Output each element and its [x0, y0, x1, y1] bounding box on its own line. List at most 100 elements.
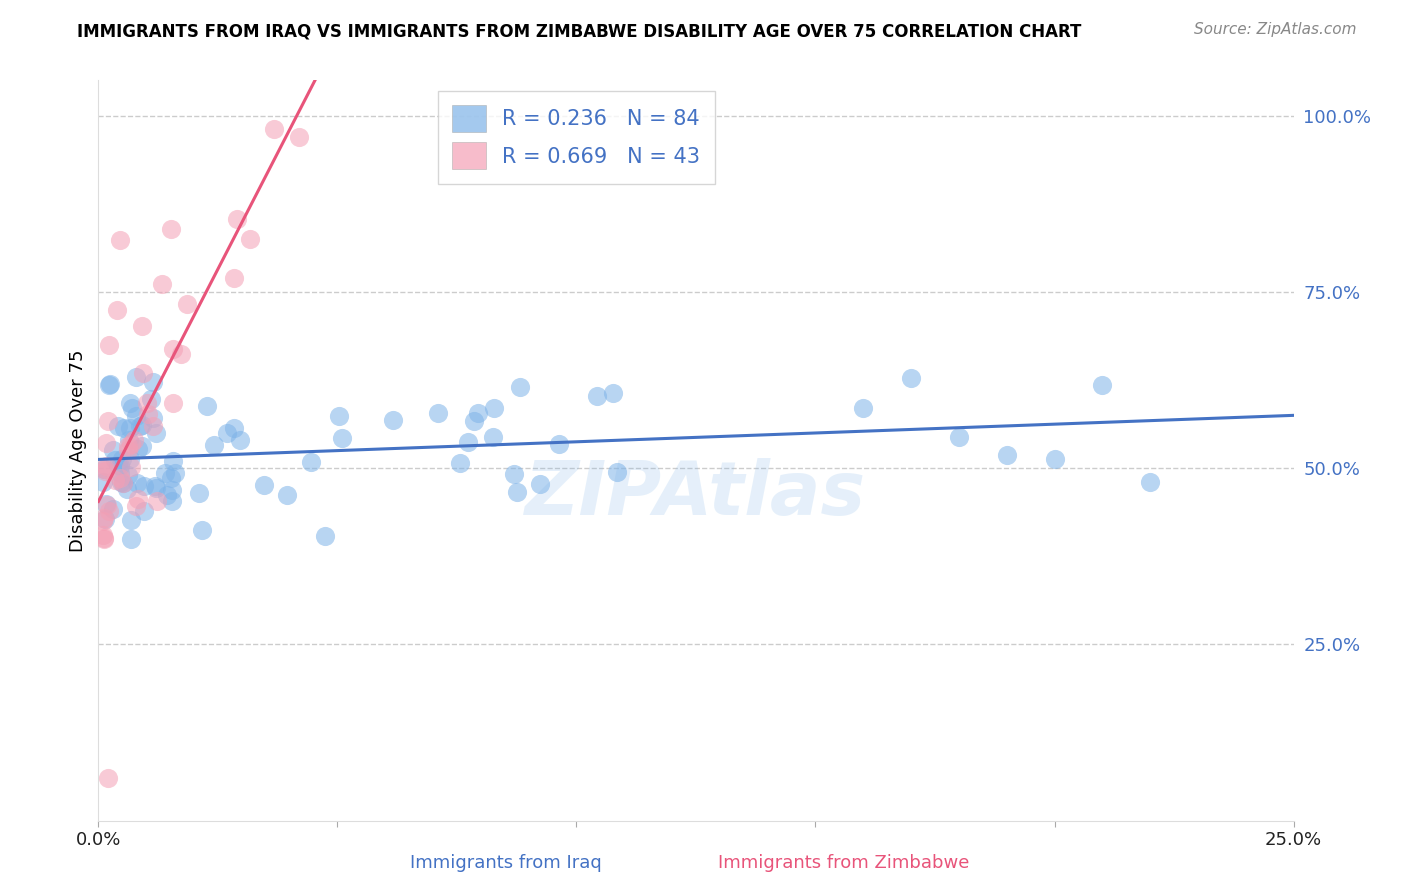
Point: [330, 432, 353, 446]
Point: [98, 504, 121, 518]
Point: [509, 380, 531, 394]
Point: [239, 232, 262, 246]
Point: [427, 406, 450, 420]
Point: [93, 531, 115, 545]
Point: [170, 347, 193, 361]
Point: [529, 476, 551, 491]
Point: [117, 439, 139, 453]
Point: [98, 338, 121, 352]
Point: [97, 772, 120, 786]
Point: [117, 467, 139, 482]
Point: [97, 414, 120, 428]
Point: [463, 414, 485, 428]
Point: [94, 498, 117, 512]
Y-axis label: Disability Age Over 75: Disability Age Over 75: [69, 349, 87, 552]
Point: [482, 401, 505, 415]
Point: [142, 419, 165, 434]
Point: [150, 277, 173, 292]
Point: [134, 503, 156, 517]
Point: [120, 437, 142, 451]
Legend: R = 0.236   N = 84, R = 0.669   N = 43: R = 0.236 N = 84, R = 0.669 N = 43: [437, 91, 716, 184]
Point: [263, 121, 285, 136]
Point: [143, 479, 166, 493]
Point: [94, 435, 117, 450]
Point: [948, 430, 970, 444]
Point: [118, 433, 141, 447]
Point: [195, 399, 218, 413]
Point: [93, 462, 115, 476]
Point: [457, 434, 479, 449]
Point: [142, 375, 165, 389]
Point: [115, 482, 138, 496]
Point: [108, 458, 131, 473]
Point: [107, 418, 129, 433]
Point: [125, 499, 148, 513]
Point: [122, 433, 145, 447]
Point: [602, 385, 624, 400]
Point: [110, 232, 132, 246]
Point: [104, 453, 127, 467]
Point: [120, 420, 142, 434]
Point: [93, 511, 115, 525]
Text: Immigrants from Iraq: Immigrants from Iraq: [411, 855, 602, 872]
Point: [94, 512, 117, 526]
Point: [120, 513, 142, 527]
Point: [176, 297, 198, 311]
Point: [117, 442, 139, 457]
Point: [165, 466, 187, 480]
Point: [160, 494, 183, 508]
Point: [104, 473, 127, 487]
Point: [253, 478, 276, 492]
Point: [111, 476, 134, 491]
Point: [156, 488, 179, 502]
Point: [852, 401, 875, 416]
Point: [125, 409, 148, 423]
Point: [120, 452, 142, 467]
Point: [131, 319, 153, 334]
Point: [162, 454, 184, 468]
Point: [120, 532, 142, 546]
Point: [118, 396, 141, 410]
Point: [225, 212, 247, 227]
Point: [222, 421, 245, 435]
Point: [288, 129, 311, 144]
Point: [159, 222, 181, 236]
Point: [1139, 475, 1161, 489]
Text: IMMIGRANTS FROM IRAQ VS IMMIGRANTS FROM ZIMBABWE DISABILITY AGE OVER 75 CORRELAT: IMMIGRANTS FROM IRAQ VS IMMIGRANTS FROM …: [77, 22, 1081, 40]
Text: ZIPAtlas: ZIPAtlas: [526, 458, 866, 532]
Point: [481, 430, 503, 444]
Point: [120, 460, 142, 475]
Point: [202, 438, 225, 452]
Point: [187, 485, 209, 500]
Point: [98, 378, 121, 392]
Point: [136, 407, 159, 421]
Point: [103, 501, 125, 516]
Point: [276, 488, 298, 502]
Text: Source: ZipAtlas.com: Source: ZipAtlas.com: [1194, 22, 1357, 37]
Point: [93, 464, 115, 478]
Point: [900, 370, 922, 384]
Point: [131, 439, 153, 453]
Point: [121, 401, 143, 416]
Point: [162, 396, 184, 410]
Point: [127, 476, 149, 491]
Point: [136, 396, 159, 410]
Point: [94, 458, 117, 473]
Point: [229, 433, 252, 447]
Point: [91, 475, 114, 489]
Point: [606, 465, 628, 479]
Point: [131, 417, 153, 432]
Point: [160, 471, 183, 485]
Point: [110, 475, 132, 489]
Point: [129, 418, 152, 433]
Point: [1043, 451, 1066, 466]
Point: [111, 451, 134, 466]
Point: [101, 443, 124, 458]
Point: [505, 485, 527, 500]
Point: [153, 466, 176, 480]
Point: [162, 342, 184, 356]
Point: [127, 491, 149, 506]
Point: [96, 498, 118, 512]
Point: [107, 458, 129, 472]
Point: [1091, 378, 1114, 392]
